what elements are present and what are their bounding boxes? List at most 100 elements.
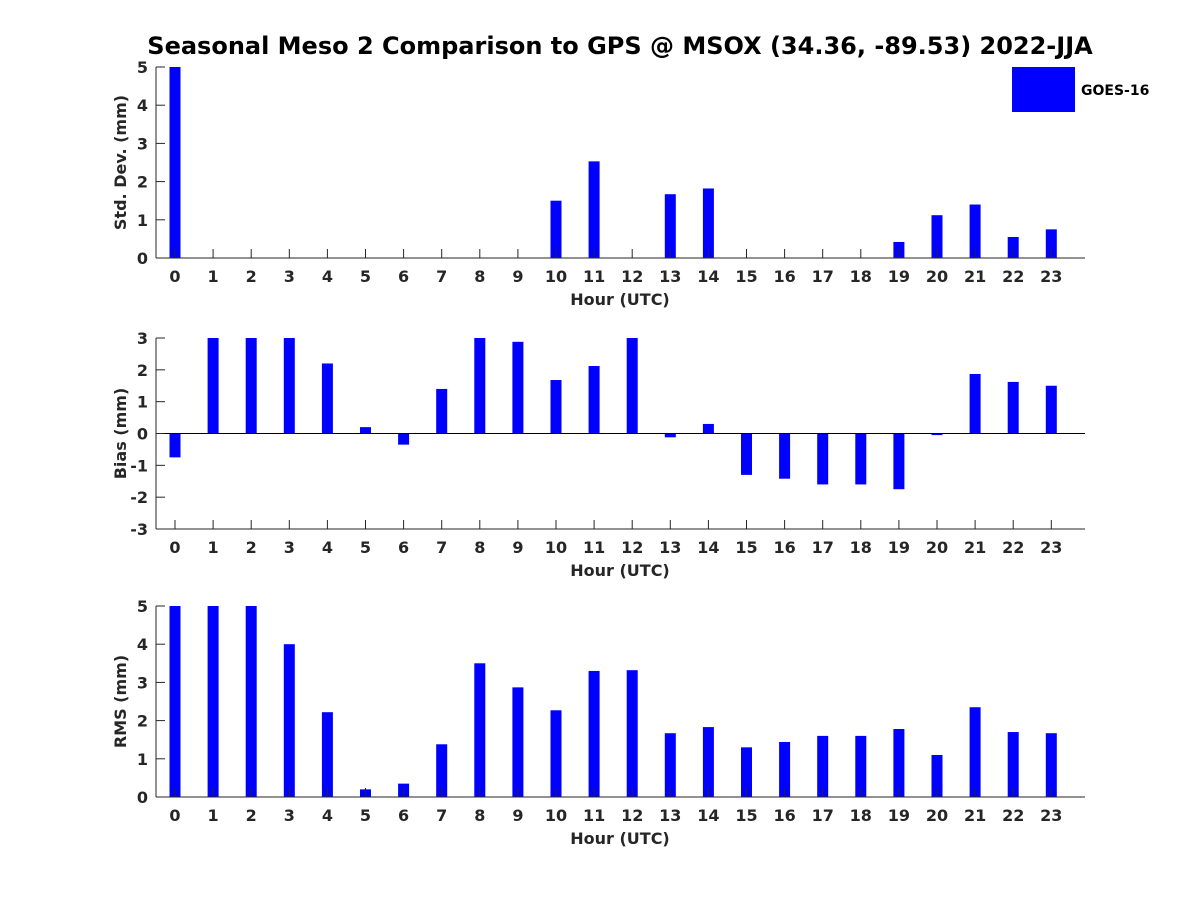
y-tick-label: 3 xyxy=(137,673,148,692)
x-tick-label: 10 xyxy=(545,538,567,557)
x-axis-label: Hour (UTC) xyxy=(570,829,670,848)
bar xyxy=(550,710,562,797)
bar xyxy=(969,707,981,797)
bar xyxy=(207,606,219,797)
bar xyxy=(207,338,219,434)
x-tick-label: 0 xyxy=(169,267,180,286)
x-axis-label: Hour (UTC) xyxy=(570,561,670,580)
legend-label: GOES-16 xyxy=(1081,83,1149,99)
x-tick-label: 14 xyxy=(697,538,719,557)
x-tick-label: 8 xyxy=(474,267,485,286)
x-tick-label: 6 xyxy=(398,267,409,286)
x-tick-label: 13 xyxy=(659,806,681,825)
bar xyxy=(741,433,752,475)
bar xyxy=(931,754,943,797)
bar xyxy=(855,735,867,797)
bar xyxy=(1007,381,1019,434)
x-tick-label: 8 xyxy=(474,806,485,825)
bar xyxy=(1045,385,1057,434)
x-tick-label: 5 xyxy=(360,267,371,286)
bar xyxy=(436,744,448,797)
x-tick-label: 22 xyxy=(1002,806,1024,825)
x-tick-label: 20 xyxy=(926,806,948,825)
y-tick-label: 1 xyxy=(137,211,148,230)
panel-3: 0 1 2 3 4 5 6 7 8 9 10 11 12 13 14 15 16 17 18 19 20 21 22 2301… xyxy=(111,597,1085,848)
x-tick-label: 4 xyxy=(322,806,333,825)
y-tick-label: 1 xyxy=(137,750,148,769)
x-tick-label: 6 xyxy=(398,806,409,825)
x-tick-label: 9 xyxy=(512,806,523,825)
x-axis-label: Hour (UTC) xyxy=(570,290,670,309)
y-tick-label: 3 xyxy=(137,329,148,348)
x-tick-label: 19 xyxy=(888,267,910,286)
x-tick-label: 16 xyxy=(773,538,795,557)
x-tick-label: 14 xyxy=(697,806,719,825)
x-tick-label: 1 xyxy=(208,806,219,825)
y-tick-label: 4 xyxy=(137,635,148,654)
x-tick-label: 9 xyxy=(512,538,523,557)
x-tick-label: 21 xyxy=(964,806,986,825)
x-tick-label: 20 xyxy=(926,538,948,557)
y-tick-label: 5 xyxy=(137,597,148,616)
y-tick-label: 2 xyxy=(137,173,148,192)
bar xyxy=(398,433,410,445)
bar xyxy=(664,433,676,438)
bar xyxy=(512,687,524,797)
x-tick-label: 18 xyxy=(850,267,872,286)
bar xyxy=(779,433,791,479)
x-tick-label: 19 xyxy=(888,806,910,825)
x-tick-label: 2 xyxy=(246,267,257,286)
y-tick-label: 0 xyxy=(137,425,148,444)
legend: GOES-16 xyxy=(1012,67,1149,112)
panel-2: 0 1 2 3 4 5 6 7 8 9 10 11 12 13 14 15 16 17 18 19 20 21 22 23-3… xyxy=(111,329,1085,580)
x-tick-label: 15 xyxy=(735,538,757,557)
x-tick-label: 23 xyxy=(1040,806,1062,825)
bar xyxy=(931,215,943,258)
bar xyxy=(817,433,829,485)
y-tick-label: 1 xyxy=(137,393,148,412)
bar xyxy=(321,363,333,434)
bar xyxy=(817,735,829,797)
bar xyxy=(779,741,791,797)
bar xyxy=(512,341,524,434)
x-tick-label: 1 xyxy=(208,538,219,557)
y-tick-label: -1 xyxy=(130,456,148,475)
x-tick-label: 2 xyxy=(246,806,257,825)
x-tick-label: 22 xyxy=(1002,538,1024,557)
bar xyxy=(702,727,714,797)
bar xyxy=(1045,733,1057,797)
x-tick-label: 23 xyxy=(1040,538,1062,557)
x-tick-label: 18 xyxy=(850,806,872,825)
x-tick-label: 10 xyxy=(545,267,567,286)
y-axis-label: RMS (mm) xyxy=(111,655,130,748)
y-tick-label: 2 xyxy=(137,361,148,380)
x-tick-label: 3 xyxy=(284,267,295,286)
x-tick-label: 9 xyxy=(512,267,523,286)
bar xyxy=(474,338,486,434)
bar xyxy=(702,188,714,258)
x-tick-label: 11 xyxy=(583,538,605,557)
x-tick-label: 13 xyxy=(659,538,681,557)
bar xyxy=(664,194,676,258)
x-tick-label: 17 xyxy=(812,538,834,557)
bar xyxy=(893,729,905,797)
bar xyxy=(283,338,295,434)
x-tick-label: 3 xyxy=(284,538,295,557)
x-tick-label: 15 xyxy=(735,267,757,286)
x-tick-label: 0 xyxy=(169,806,180,825)
bar xyxy=(245,338,257,434)
x-tick-label: 11 xyxy=(583,267,605,286)
x-tick-label: 6 xyxy=(398,538,409,557)
figure-title: Seasonal Meso 2 Comparison to GPS @ MSOX… xyxy=(147,32,1093,60)
panel-1: 0 1 2 3 4 5 6 7 8 9 10 11 12 13 14 15 16 17 18 19 20 21 22 2301… xyxy=(111,58,1085,309)
bar xyxy=(588,161,600,258)
x-tick-label: 14 xyxy=(697,267,719,286)
x-tick-label: 21 xyxy=(964,267,986,286)
x-tick-label: 5 xyxy=(360,538,371,557)
bar xyxy=(969,373,981,434)
x-tick-label: 22 xyxy=(1002,267,1024,286)
panels: 0 1 2 3 4 5 6 7 8 9 10 11 12 13 14 15 16 17 18 19 20 21 22 2301… xyxy=(111,58,1085,848)
y-tick-label: 0 xyxy=(137,249,148,268)
bar xyxy=(969,204,981,258)
